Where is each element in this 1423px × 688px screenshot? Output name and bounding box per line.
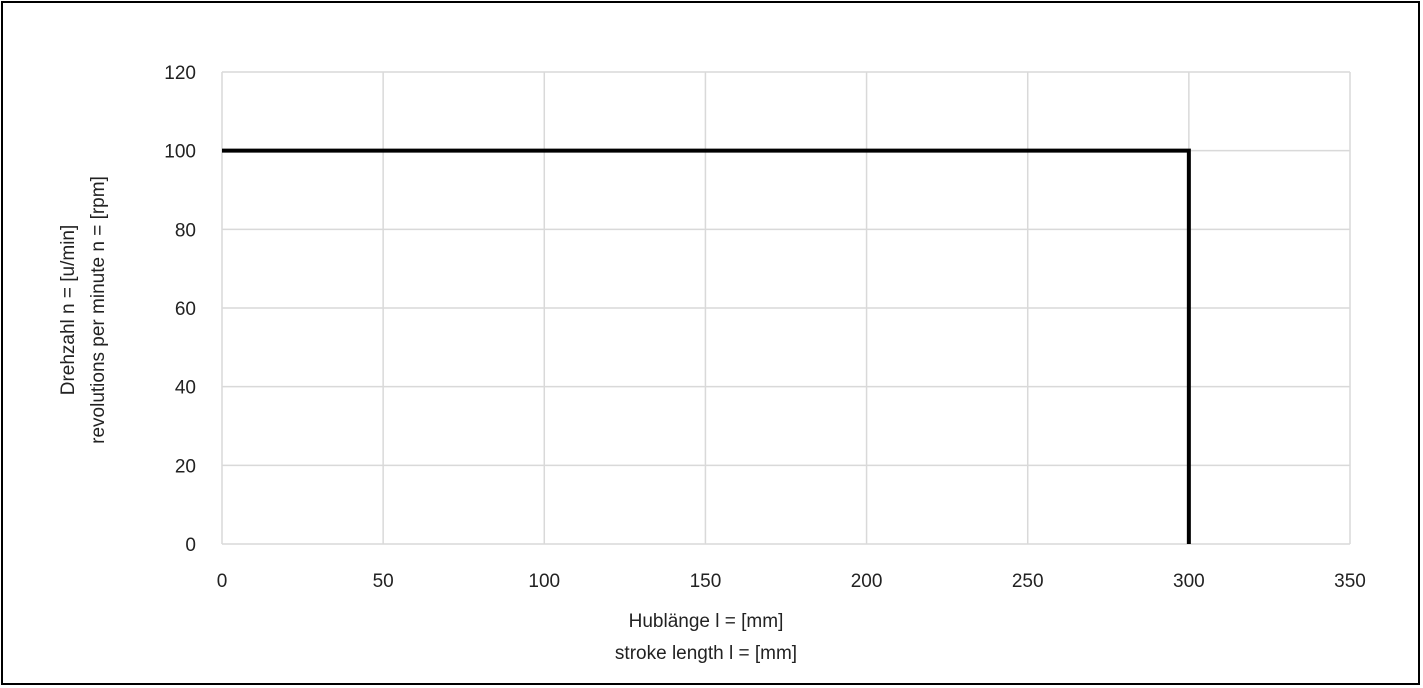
x-tick-label: 200 — [851, 571, 883, 592]
y-axis-title-line-1: Drehzahl n = [u/min] — [58, 225, 79, 396]
y-tick-label: 20 — [175, 456, 196, 477]
y-tick-labels: 0 20 40 60 80 100 120 — [164, 63, 196, 556]
y-tick-label: 120 — [164, 63, 196, 84]
x-tick-label: 250 — [1012, 571, 1044, 592]
y-tick-label: 60 — [175, 299, 196, 320]
x-tick-label: 0 — [217, 571, 228, 592]
x-tick-label: 150 — [690, 571, 722, 592]
y-tick-label: 0 — [185, 535, 196, 556]
x-tick-label: 300 — [1173, 571, 1205, 592]
y-axis-title-line-2: revolutions per minute n = [rpm] — [88, 176, 109, 444]
x-tick-label: 100 — [528, 571, 560, 592]
x-axis-title-line-2: stroke length l = [mm] — [615, 643, 797, 664]
x-axis-title-line-1: Hublänge l = [mm] — [629, 611, 784, 632]
gridlines — [221, 71, 1351, 545]
x-tick-labels: 0 50 100 150 200 250 300 350 — [217, 571, 1366, 592]
y-tick-label: 80 — [175, 220, 196, 241]
y-tick-label: 100 — [164, 142, 196, 163]
x-tick-label: 350 — [1334, 571, 1366, 592]
series-layer — [222, 148, 1191, 544]
y-tick-label: 40 — [175, 378, 196, 399]
series-line — [222, 148, 1191, 544]
x-tick-label: 50 — [373, 571, 394, 592]
